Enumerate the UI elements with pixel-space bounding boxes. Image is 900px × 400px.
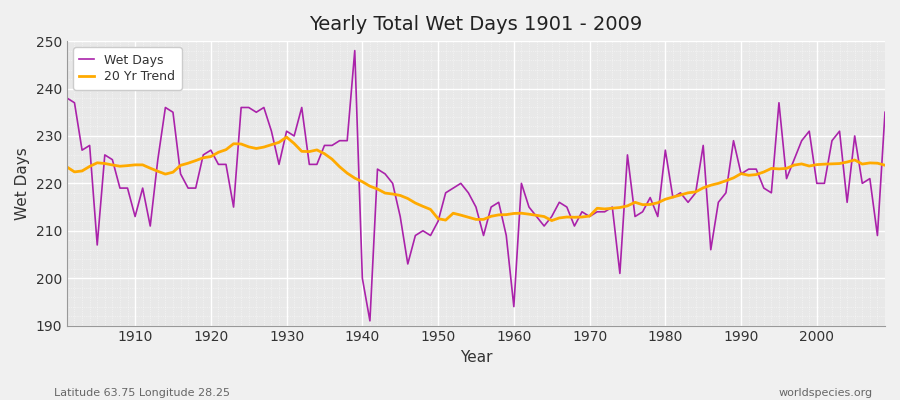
Wet Days [516,181,526,186]
Y-axis label: Wet Days: Wet Days [15,147,30,220]
Line: 20 Yr Trend: 20 Yr Trend [67,137,885,220]
20 Yr Trend [281,135,292,140]
20 Yr Trend [508,211,519,216]
20 Yr Trend [296,149,307,154]
20 Yr Trend [615,205,626,210]
20 Yr Trend [516,211,526,216]
Wet Days [615,271,626,276]
Legend: Wet Days, 20 Yr Trend: Wet Days, 20 Yr Trend [73,47,182,90]
Wet Days [334,138,345,143]
20 Yr Trend [342,171,353,176]
Text: Latitude 63.75 Longitude 28.25: Latitude 63.75 Longitude 28.25 [54,388,230,398]
Title: Yearly Total Wet Days 1901 - 2009: Yearly Total Wet Days 1901 - 2009 [310,15,643,34]
Wet Days [289,134,300,138]
Wet Days [524,205,535,210]
Line: Wet Days: Wet Days [67,50,885,321]
Wet Days [61,96,72,100]
20 Yr Trend [879,163,890,168]
Wet Days [122,186,133,190]
Wet Days [364,318,375,323]
Text: worldspecies.org: worldspecies.org [778,388,873,398]
Wet Days [349,48,360,53]
20 Yr Trend [61,164,72,169]
20 Yr Trend [546,218,557,223]
20 Yr Trend [122,163,133,168]
X-axis label: Year: Year [460,350,492,365]
Wet Days [879,110,890,115]
